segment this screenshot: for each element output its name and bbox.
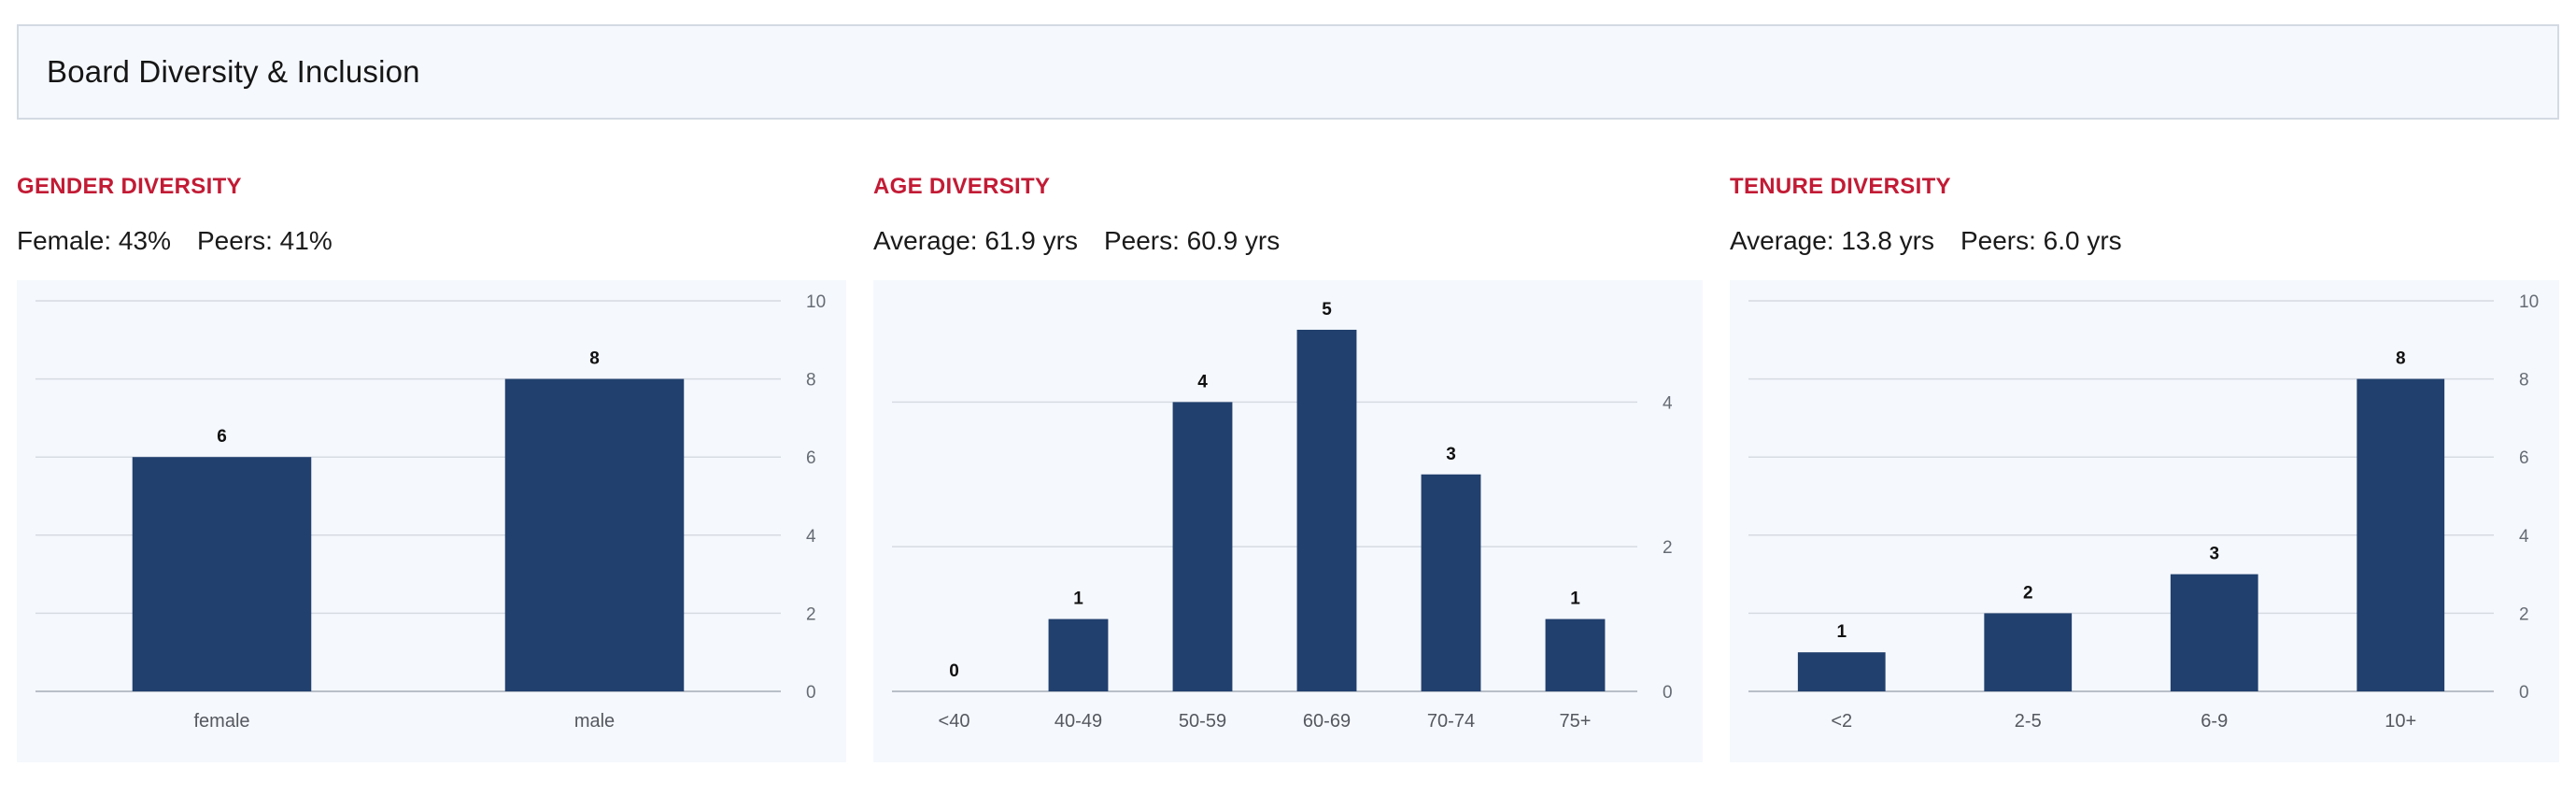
y-tick-label: 10 bbox=[806, 292, 826, 312]
x-tick-label: 60-69 bbox=[1303, 711, 1351, 732]
x-tick-label: 75+ bbox=[1560, 711, 1592, 732]
x-tick-label: <40 bbox=[939, 711, 970, 732]
y-tick-label: 4 bbox=[2519, 527, 2529, 547]
panel-stats: Female: 43% Peers: 41% bbox=[17, 226, 333, 256]
y-tick-label: 4 bbox=[1663, 393, 1673, 413]
age-chart: 0 2 4 0 <40 1 40-49 4 50-59 5 60-69 3 70-74 1 75+ bbox=[873, 280, 1703, 762]
data-label: 3 bbox=[1446, 445, 1456, 464]
x-tick-label: 70-74 bbox=[1427, 711, 1475, 732]
x-tick-label: <2 bbox=[1831, 711, 1852, 732]
bar bbox=[2170, 574, 2258, 691]
age-diversity-panel: AGE DIVERSITY Average: 61.9 yrs Peers: 60… bbox=[873, 168, 1703, 766]
data-label: 5 bbox=[1322, 300, 1332, 320]
x-tick-label: 2-5 bbox=[2015, 711, 2042, 732]
gender-diversity-panel: GENDER DIVERSITY Female: 43% Peers: 41% 0… bbox=[17, 168, 846, 766]
y-tick-label: 6 bbox=[806, 448, 816, 468]
bar bbox=[1984, 613, 2073, 691]
data-label: 2 bbox=[2023, 583, 2033, 603]
y-tick-label: 8 bbox=[2519, 371, 2529, 391]
stat-peers: Peers: 41% bbox=[196, 226, 333, 255]
tenure-chart: 0 2 4 6 8 10 1 <2 2 2-5 3 6-9 8 10+ bbox=[1730, 280, 2559, 762]
stat-primary: Average: 61.9 yrs bbox=[873, 226, 1078, 255]
panel-stats: Average: 13.8 yrs Peers: 6.0 yrs bbox=[1730, 226, 2122, 256]
data-label: 0 bbox=[949, 661, 959, 681]
header-banner: Board Diversity & Inclusion bbox=[17, 24, 2559, 120]
y-tick-label: 2 bbox=[2519, 604, 2529, 624]
y-tick-label: 0 bbox=[2519, 683, 2529, 703]
data-label: 1 bbox=[1073, 590, 1083, 609]
panel-title: AGE DIVERSITY bbox=[873, 174, 1051, 199]
data-label: 1 bbox=[1570, 590, 1580, 609]
bar bbox=[1797, 652, 1886, 691]
y-tick-label: 2 bbox=[1663, 538, 1673, 558]
stat-peers: Peers: 6.0 yrs bbox=[1960, 226, 2122, 255]
tenure-diversity-panel: TENURE DIVERSITY Average: 13.8 yrs Peers:… bbox=[1730, 168, 2559, 766]
x-tick-label: 50-59 bbox=[1179, 711, 1226, 732]
stat-primary: Female: 43% bbox=[17, 226, 171, 255]
stat-peers: Peers: 60.9 yrs bbox=[1103, 226, 1281, 255]
x-tick-label: male bbox=[574, 711, 615, 732]
bar bbox=[1172, 402, 1233, 691]
panel-title: TENURE DIVERSITY bbox=[1730, 174, 1951, 199]
y-tick-label: 4 bbox=[806, 527, 816, 547]
y-tick-label: 2 bbox=[806, 604, 816, 624]
data-label: 6 bbox=[217, 427, 227, 447]
y-tick-label: 0 bbox=[1663, 683, 1673, 703]
x-tick-label: 40-49 bbox=[1054, 711, 1102, 732]
data-label: 4 bbox=[1197, 372, 1208, 391]
data-label: 3 bbox=[2209, 545, 2219, 564]
bar bbox=[2357, 378, 2445, 691]
tenure-chart-svg: 0 2 4 6 8 10 1 <2 2 2-5 3 6-9 8 10+ bbox=[1748, 292, 2539, 732]
y-tick-label: 10 bbox=[2519, 292, 2539, 312]
y-tick-label: 8 bbox=[806, 371, 816, 391]
gender-chart-svg: 0 2 4 6 8 10 6 female 8 male bbox=[35, 292, 826, 732]
panel-stats: Average: 61.9 yrs Peers: 60.9 yrs bbox=[873, 226, 1280, 256]
stat-primary: Average: 13.8 yrs bbox=[1730, 226, 1934, 255]
page-title: Board Diversity & Inclusion bbox=[47, 54, 420, 89]
bar bbox=[132, 457, 312, 691]
bar bbox=[1048, 618, 1109, 691]
x-tick-label: 10+ bbox=[2385, 711, 2416, 732]
bar bbox=[1421, 474, 1481, 691]
x-tick-label: female bbox=[193, 711, 249, 732]
bar bbox=[504, 378, 685, 691]
panel-title: GENDER DIVERSITY bbox=[17, 174, 242, 199]
age-chart-svg: 0 2 4 0 <40 1 40-49 4 50-59 5 60-69 3 70-74 1 75+ bbox=[892, 300, 1673, 732]
y-tick-label: 6 bbox=[2519, 448, 2529, 468]
bar bbox=[1545, 618, 1606, 691]
x-tick-label: 6-9 bbox=[2201, 711, 2228, 732]
data-label: 8 bbox=[2396, 349, 2406, 369]
data-label: 8 bbox=[589, 349, 600, 369]
bar bbox=[1296, 329, 1357, 691]
gender-chart: 0 2 4 6 8 10 6 female 8 male bbox=[17, 280, 846, 762]
data-label: 1 bbox=[1836, 622, 1847, 642]
y-tick-label: 0 bbox=[806, 683, 816, 703]
